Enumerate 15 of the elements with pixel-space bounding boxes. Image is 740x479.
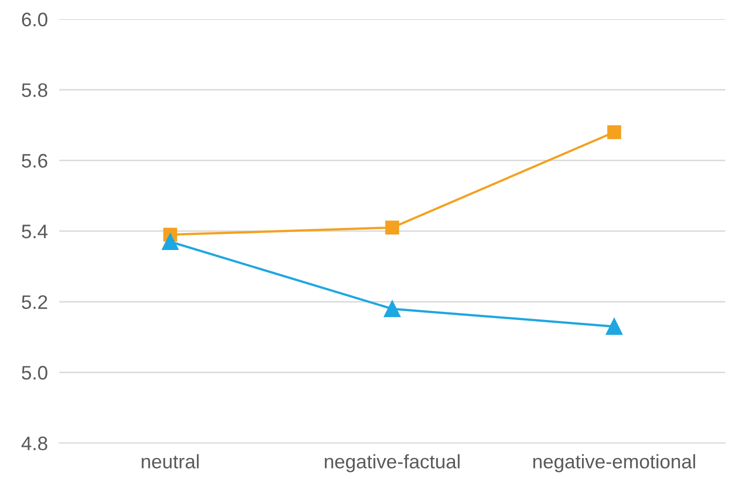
y-tick-label: 5.2 <box>22 295 48 310</box>
y-tick-label: 5.4 <box>22 224 48 238</box>
x-tick-label: neutral <box>142 454 199 468</box>
y-tick-label: 4.8 <box>22 436 48 450</box>
y-tick-label: 5.0 <box>22 366 48 380</box>
point <box>385 220 400 235</box>
y-tick-label: 5.8 <box>22 83 48 98</box>
point <box>384 300 401 318</box>
point <box>162 233 179 250</box>
y-tick-label: 5.6 <box>22 154 48 168</box>
x-tick-label: negative-emotional <box>533 454 696 472</box>
point <box>606 318 623 335</box>
point <box>607 125 622 140</box>
y-tick-label: 6.0 <box>22 12 48 26</box>
x-tick-label: negative-factual <box>324 454 460 472</box>
